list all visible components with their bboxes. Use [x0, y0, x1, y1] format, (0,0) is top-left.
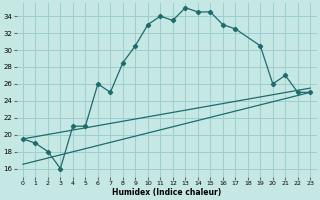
X-axis label: Humidex (Indice chaleur): Humidex (Indice chaleur) — [112, 188, 221, 197]
